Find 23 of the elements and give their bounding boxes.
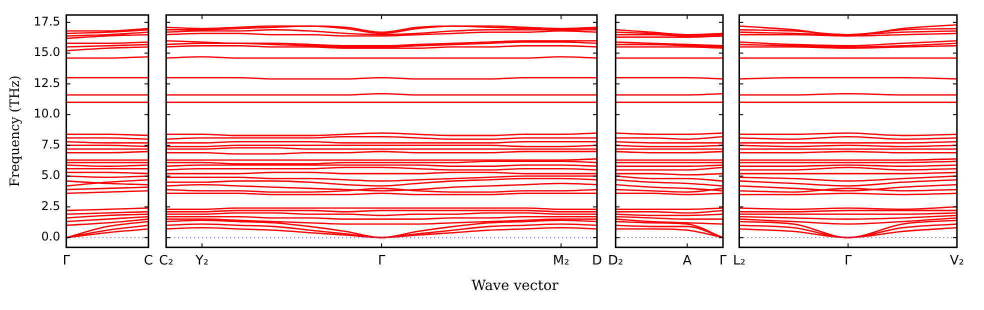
y-axis-title: Frequency (THz)	[8, 75, 24, 187]
x-tick-label: V₂	[950, 254, 964, 269]
y-tick-label: 5.0	[41, 168, 60, 182]
x-tick-label: D	[592, 254, 602, 269]
x-tick-label: L₂	[732, 254, 746, 269]
x-tick-label: C₂	[158, 254, 174, 269]
x-tick-label: Y₂	[194, 254, 209, 269]
x-tick-label: A	[682, 254, 692, 269]
y-tick-label: 17.5	[34, 14, 60, 29]
x-tick-label: C	[144, 254, 153, 269]
x-tick-label: D₂	[608, 254, 624, 269]
y-tick-label: 15.0	[34, 45, 60, 60]
y-tick-label: 12.5	[34, 76, 60, 90]
y-tick-label: 7.5	[41, 137, 60, 152]
x-tick-label: Γ	[378, 254, 386, 269]
y-tick-label: 2.5	[41, 198, 60, 213]
x-tick-label: Γ	[844, 254, 852, 269]
y-tick-label: 10.0	[34, 106, 60, 121]
x-tick-label: Γ	[62, 254, 71, 269]
x-axis-title: Wave vector	[472, 278, 558, 294]
x-tick-label: Γ	[719, 254, 728, 269]
x-tick-label: M₂	[552, 254, 570, 269]
y-tick-label: 0.0	[41, 230, 60, 244]
